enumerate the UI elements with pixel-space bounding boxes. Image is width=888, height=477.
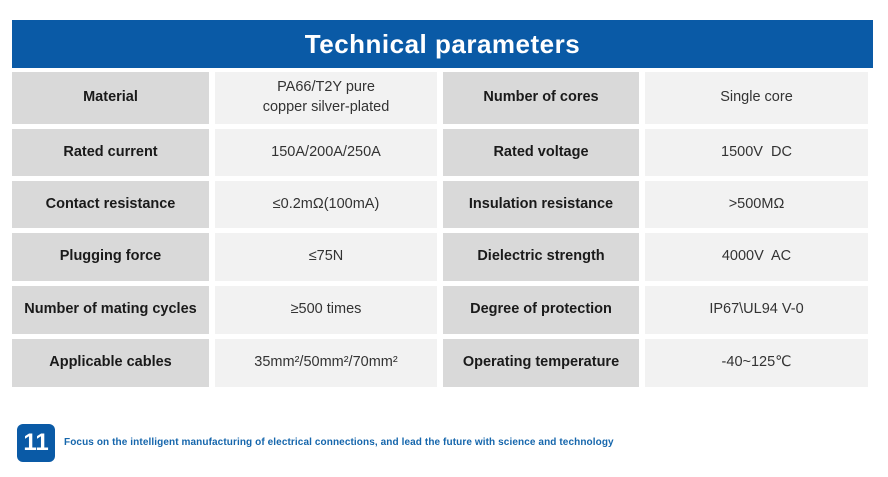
footer-tagline: Focus on the intelligent manufacturing o… (64, 437, 614, 448)
param-value-material: PA66/T2Y pure copper silver-plated (215, 72, 437, 124)
param-label-rated-current: Rated current (12, 129, 209, 176)
param-value-rated-current: 150A/200A/250A (215, 129, 437, 176)
param-label-plugging-force: Plugging force (12, 233, 209, 281)
param-label-degree-of-protection: Degree of protection (443, 286, 639, 334)
page-number: 11 (23, 429, 49, 456)
param-value-dielectric-strength: 4000V AC (645, 233, 868, 281)
param-label-applicable-cables: Applicable cables (12, 339, 209, 387)
param-label-contact-resistance: Contact resistance (12, 181, 209, 228)
param-value-contact-resistance: ≤0.2mΩ(100mA) (215, 181, 437, 228)
param-value-number-of-cores: Single core (645, 72, 868, 124)
param-value-plugging-force: ≤75N (215, 233, 437, 281)
parameters-table: Material PA66/T2Y pure copper silver-pla… (12, 72, 868, 387)
param-label-material: Material (12, 72, 209, 124)
param-value-rated-voltage: 1500V DC (645, 129, 868, 176)
page-number-badge: 11 (17, 424, 55, 462)
title-bar: Technical parameters (12, 20, 873, 68)
param-label-number-of-cores: Number of cores (443, 72, 639, 124)
param-label-operating-temperature: Operating temperature (443, 339, 639, 387)
param-value-operating-temperature: -40~125℃ (645, 339, 868, 387)
param-label-mating-cycles: Number of mating cycles (12, 286, 209, 334)
footer: 11 Focus on the intelligent manufacturin… (0, 424, 888, 464)
param-label-dielectric-strength: Dielectric strength (443, 233, 639, 281)
param-label-insulation-resistance: Insulation resistance (443, 181, 639, 228)
page-title: Technical parameters (304, 28, 581, 59)
param-value-insulation-resistance: >500MΩ (645, 181, 868, 228)
param-value-applicable-cables: 35mm²/50mm²/70mm² (215, 339, 437, 387)
param-value-degree-of-protection: IP67\UL94 V-0 (645, 286, 868, 334)
param-label-rated-voltage: Rated voltage (443, 129, 639, 176)
param-value-mating-cycles: ≥500 times (215, 286, 437, 334)
